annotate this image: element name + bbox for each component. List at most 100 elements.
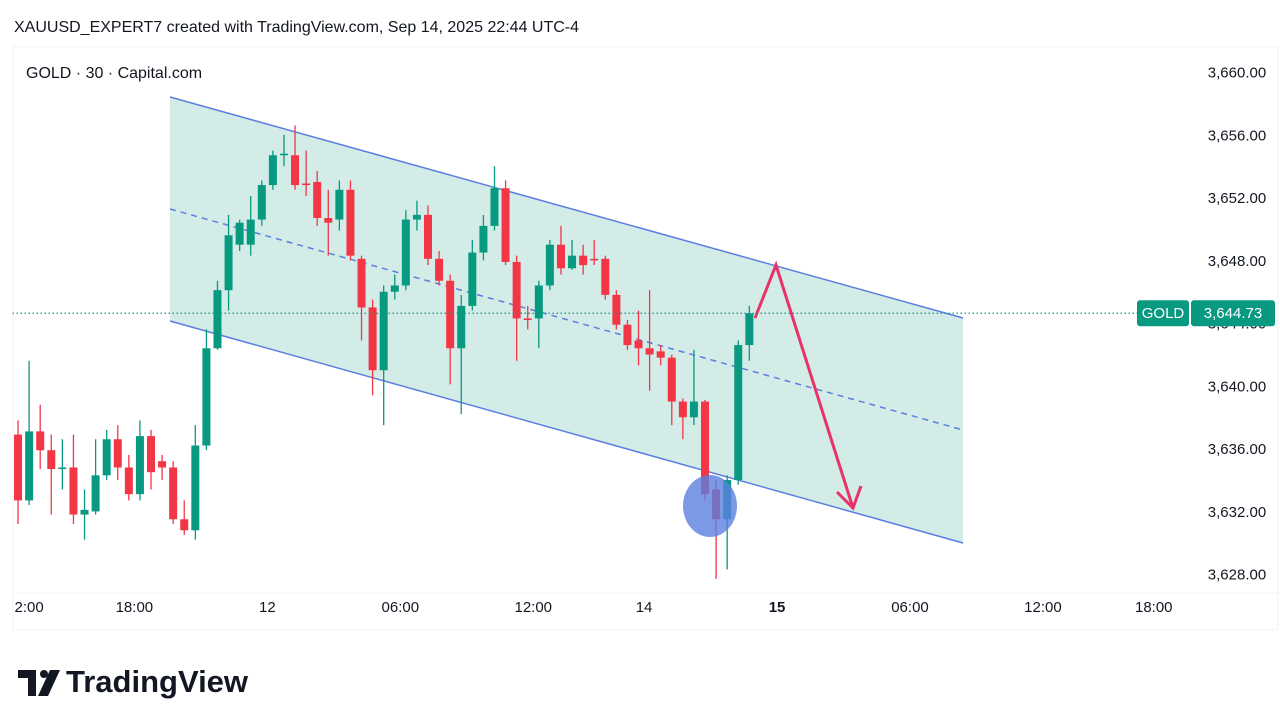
candle-body — [612, 294, 621, 325]
candle-body — [667, 357, 676, 402]
candle-body — [623, 324, 632, 346]
candle-body — [568, 255, 577, 269]
candle-body — [47, 450, 56, 470]
y-tick-label: 3,640.00 — [1208, 378, 1266, 395]
channel-mid — [169, 208, 964, 431]
highlight-circle — [683, 475, 737, 537]
candle-body — [224, 235, 233, 291]
candle-body — [501, 188, 510, 262]
candle-body — [246, 219, 255, 245]
candle-body — [523, 318, 532, 320]
candle-body — [213, 290, 222, 349]
x-tick-label: 06:00 — [382, 599, 420, 616]
candle-body — [435, 258, 444, 281]
candle-body — [346, 189, 355, 256]
candle-body — [36, 431, 45, 451]
candle-body — [701, 401, 710, 495]
y-tick-label: 3,636.00 — [1208, 441, 1266, 458]
logo-mark — [40, 670, 48, 678]
candle-body — [734, 345, 743, 481]
x-tick-label: 15 — [769, 599, 786, 616]
candle-body — [468, 252, 477, 306]
candle-body — [169, 467, 178, 520]
candle-body — [91, 475, 100, 512]
candle-body — [268, 155, 277, 186]
x-tick-label: 14 — [636, 599, 653, 616]
candle-body — [556, 244, 565, 269]
candle-body — [424, 214, 433, 259]
candle-body — [124, 467, 133, 495]
y-tick-label: 3,628.00 — [1208, 567, 1266, 584]
price-tag — [1191, 300, 1275, 327]
symbol-legend: GOLD · 30 · Capital.com — [26, 65, 202, 82]
candle-body — [601, 258, 610, 295]
candle-body — [446, 280, 455, 349]
arrow-head — [835, 485, 863, 511]
x-tick-label: 12 — [259, 599, 276, 616]
candle-body — [324, 218, 333, 223]
candle-body — [158, 461, 167, 468]
candle-body — [279, 153, 288, 156]
candle-body — [401, 219, 410, 286]
candle-body — [180, 519, 189, 531]
x-tick-label: 18:00 — [116, 599, 154, 616]
candle-body — [25, 431, 34, 501]
candle-body — [113, 439, 122, 468]
candle-body — [69, 467, 78, 515]
y-tick-label: 3,648.00 — [1208, 253, 1266, 270]
candle-body — [490, 188, 499, 226]
candle-body — [14, 434, 23, 501]
logo-mark — [18, 670, 47, 696]
channel-top — [169, 96, 964, 319]
source-caption: XAUUSD_EXPERT7 created with TradingView.… — [14, 19, 579, 36]
candle-body — [645, 348, 654, 355]
x-tick-label: 12:00 — [1024, 599, 1062, 616]
candle-body — [147, 436, 156, 473]
symbol-tag-label: GOLD — [1142, 305, 1185, 322]
candle-body — [512, 261, 521, 319]
candle-body — [689, 401, 698, 418]
candle-body — [534, 285, 543, 319]
candle-body — [368, 307, 377, 371]
candle-body — [80, 509, 89, 515]
candle-body — [291, 155, 300, 186]
candle-body — [678, 401, 687, 418]
candle-body — [545, 244, 554, 286]
symbol-tag — [1137, 300, 1189, 327]
candle-body — [191, 445, 200, 531]
candle-body — [357, 258, 366, 308]
candle-body — [590, 258, 599, 261]
candle-body — [302, 183, 311, 186]
candle-body — [579, 255, 588, 266]
candle-body — [479, 225, 488, 253]
logo-mark — [38, 670, 60, 696]
candle-body — [257, 185, 266, 220]
projection-arrow — [753, 260, 855, 509]
candle-body — [656, 351, 665, 358]
candle-body — [135, 436, 144, 495]
brand-name: TradingView — [66, 664, 249, 699]
candle-body — [335, 189, 344, 220]
candle-body — [379, 291, 388, 371]
candle-body — [390, 285, 399, 292]
candle-body — [235, 222, 244, 245]
x-tick-label: 2:00 — [15, 599, 44, 616]
axes: 3,628.003,632.003,636.003,640.003,644.00… — [12, 65, 1275, 616]
channel-bottom — [169, 320, 964, 544]
candle-body — [457, 305, 466, 349]
price-tag-label: 3,644.73 — [1204, 305, 1262, 322]
candles — [14, 125, 754, 579]
candle-body — [634, 340, 643, 349]
candle-body — [745, 313, 754, 346]
logo: TradingView — [18, 664, 249, 699]
x-tick-label: 12:00 — [514, 599, 552, 616]
x-tick-label: 18:00 — [1135, 599, 1173, 616]
y-tick-label: 3,656.00 — [1208, 127, 1266, 144]
candle-body — [102, 439, 111, 476]
y-tick-label: 3,652.00 — [1208, 190, 1266, 207]
candle-body — [58, 467, 67, 470]
candle-body — [313, 181, 322, 219]
x-tick-label: 06:00 — [891, 599, 929, 616]
